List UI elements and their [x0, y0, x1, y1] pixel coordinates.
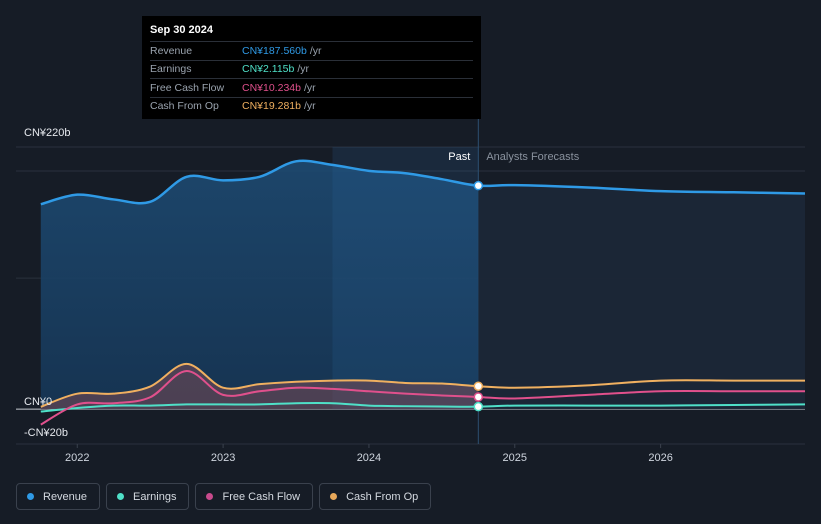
- tooltip-row-unit: /yr: [297, 63, 310, 76]
- free-cash-flow-marker: [473, 392, 484, 402]
- legend-item-earnings[interactable]: Earnings: [106, 483, 190, 510]
- tooltip-row-value: CN¥2.115b: [242, 63, 295, 76]
- tooltip-row: Free Cash Flow CN¥10.234b/yr: [150, 78, 473, 97]
- tooltip-row-unit: /yr: [309, 44, 322, 57]
- past-label: Past: [448, 151, 470, 163]
- tooltip-row-value: CN¥19.281b: [242, 100, 301, 113]
- tooltip-row-unit: /yr: [303, 81, 316, 94]
- tooltip: Sep 30 2024 Revenue CN¥187.560b/yr Earning…: [142, 16, 481, 119]
- revenue-area-forecast: [478, 185, 805, 410]
- tooltip-row: Cash From Op CN¥19.281b/yr: [150, 96, 473, 116]
- tooltip-row-label: Cash From Op: [150, 100, 219, 113]
- legend: Revenue Earnings Free Cash Flow Cash From O…: [16, 483, 432, 510]
- earnings-line: [40, 401, 806, 413]
- revenue-marker: [473, 180, 484, 191]
- legend-dot-icon: [117, 493, 125, 500]
- legend-label: Free Cash Flow: [222, 490, 301, 503]
- legend-dot-icon: [206, 493, 214, 500]
- x-tick-label: 2025: [503, 452, 527, 464]
- revenue-area-past: [40, 160, 479, 410]
- tooltip-row: Earnings CN¥2.115b/yr: [150, 59, 473, 79]
- x-tick-label: 2023: [211, 452, 235, 464]
- legend-item-revenue[interactable]: Revenue: [16, 483, 101, 510]
- tooltip-row: Revenue CN¥187.560b/yr: [150, 41, 473, 60]
- cash-from-op-marker: [473, 381, 484, 391]
- legend-label: Earnings: [133, 490, 177, 503]
- y-tick-label: CN¥220b: [24, 127, 70, 139]
- tooltip-date: Sep 30 2024: [150, 24, 213, 36]
- legend-dot-icon: [27, 493, 34, 500]
- tooltip-row-unit: /yr: [303, 100, 316, 113]
- series-areas: [40, 147, 805, 410]
- legend-item-cash-from-op[interactable]: Cash From Op: [319, 483, 432, 510]
- tooltip-row-label: Free Cash Flow: [150, 81, 225, 94]
- earnings-marker: [473, 401, 484, 412]
- tooltip-row-label: Earnings: [150, 63, 192, 76]
- tooltip-row-value: CN¥187.560b: [242, 44, 307, 57]
- tooltip-row-label: Revenue: [150, 44, 193, 57]
- y-tick-label: -CN¥20b: [24, 427, 68, 439]
- revenue-line: [40, 159, 806, 206]
- series-lines: [40, 159, 806, 426]
- legend-label: Revenue: [43, 490, 88, 503]
- recent-highlight: [332, 147, 479, 410]
- forecast-label: Analysts Forecasts: [486, 151, 579, 163]
- y-tick-label: CN¥0: [24, 396, 52, 408]
- x-tick-label: 2024: [357, 452, 381, 464]
- legend-label: Cash From Op: [346, 490, 419, 503]
- free-cash-flow-line: [40, 370, 805, 426]
- x-tick-label: 2026: [648, 452, 672, 464]
- legend-dot-icon: [330, 493, 338, 500]
- tooltip-row-value: CN¥10.234b: [242, 81, 301, 94]
- x-tick-label: 2022: [65, 452, 89, 464]
- legend-item-free-cash-flow[interactable]: Free Cash Flow: [195, 483, 314, 510]
- axis-labels: CN¥220b CN¥0 -CN¥20b 2022 2023 2024 2025 2026 Pa…: [24, 127, 673, 464]
- cash-from-op-line: [40, 362, 805, 408]
